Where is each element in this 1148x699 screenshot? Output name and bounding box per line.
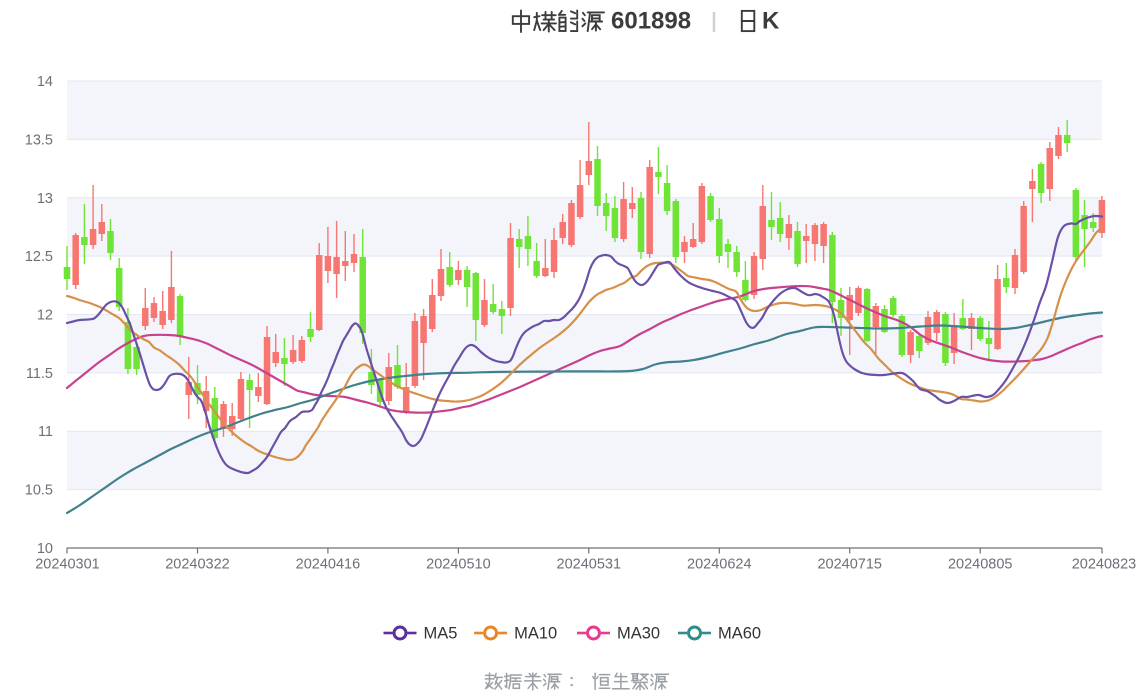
svg-text:12.5: 12.5: [25, 249, 53, 265]
svg-text:11: 11: [38, 424, 53, 440]
svg-text:20240715: 20240715: [817, 557, 882, 573]
svg-text:20240823: 20240823: [1072, 557, 1137, 573]
svg-text:20240624: 20240624: [687, 557, 752, 573]
svg-text:601898: 601898: [611, 8, 691, 35]
svg-text:MA5: MA5: [424, 625, 458, 643]
svg-text:20240510: 20240510: [426, 557, 491, 573]
svg-text:13.5: 13.5: [25, 132, 53, 148]
svg-text:MA30: MA30: [617, 625, 660, 643]
svg-text:10: 10: [37, 541, 53, 557]
svg-text:MA60: MA60: [718, 625, 761, 643]
svg-text:K: K: [762, 8, 780, 35]
svg-text:14: 14: [37, 74, 53, 90]
svg-text:11.5: 11.5: [26, 366, 53, 382]
svg-text:20240416: 20240416: [296, 557, 361, 573]
svg-text:MA10: MA10: [514, 625, 557, 643]
svg-text:13: 13: [37, 191, 53, 207]
svg-text:20240805: 20240805: [948, 557, 1013, 573]
svg-text:20240301: 20240301: [35, 557, 100, 573]
svg-text:10.5: 10.5: [25, 483, 53, 499]
svg-text:12: 12: [37, 308, 53, 324]
svg-text:20240531: 20240531: [557, 557, 622, 573]
svg-text:20240322: 20240322: [165, 557, 230, 573]
